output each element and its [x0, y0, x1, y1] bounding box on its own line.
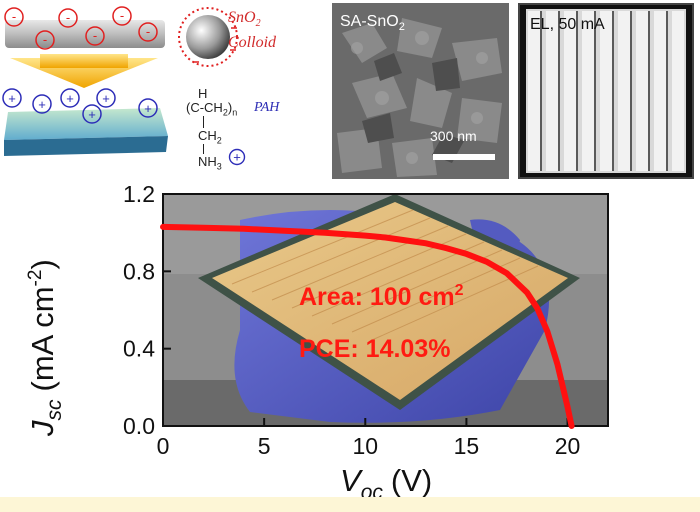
pce-annotation: PCE: 14.03% [299, 335, 450, 363]
positive-charge-icon: + [228, 148, 246, 166]
plus-sign: + [66, 91, 74, 106]
axis-ticks [162, 193, 569, 427]
sem-label: SA-SnO2 [340, 13, 405, 34]
minus-sign: - [12, 9, 16, 24]
area-annotation: Area: 100 cm2 [299, 282, 464, 311]
x-tick-label: 20 [555, 433, 581, 459]
plus-sign: + [38, 97, 46, 112]
chem-h: H [198, 86, 208, 101]
x-tick-label: 0 [157, 433, 170, 459]
minus-sign: - [120, 8, 124, 23]
sem-texture [332, 3, 509, 179]
svg-text:+: + [233, 150, 241, 165]
x-tick-label: 10 [352, 433, 378, 459]
chem-backbone: (C-CH2)n [186, 100, 238, 118]
y-tick-label: 1.2 [123, 181, 155, 207]
sno2-colloid-sphere [178, 7, 238, 67]
colloid-label: SnO2 Colloid [228, 9, 277, 52]
bottom-strip [0, 497, 700, 512]
x-tick-label: 15 [454, 433, 480, 459]
y-tick-labels: 0.0 0.4 0.8 1.2 [123, 181, 155, 439]
x-tick-label: 5 [258, 433, 271, 459]
minus-sign: - [66, 10, 70, 25]
plus-sign: + [102, 91, 110, 106]
plus-sign: + [88, 107, 96, 122]
chem-nh3: NH3 [198, 154, 222, 172]
plus-sign: + [8, 91, 16, 106]
x-tick-labels: 0 5 10 15 20 [157, 433, 581, 459]
minus-sign: - [43, 32, 47, 47]
y-axis-label: Jsc(mA cm-2) [25, 259, 66, 437]
sem-image: SA-SnO2 300 nm [332, 3, 509, 179]
negative-plate: - - - - - - [4, 6, 165, 50]
pah-label: PAH [254, 100, 280, 115]
el-image: EL, 50 mA [518, 3, 694, 179]
positive-substrate: + + + + + + [2, 88, 168, 156]
minus-sign: - [146, 24, 150, 39]
el-label: EL, 50 mA [530, 16, 605, 33]
sem-scale-label: 300 nm [430, 128, 477, 144]
chem-ch2: CH2 [198, 128, 222, 146]
plus-sign: + [144, 101, 152, 116]
jv-curve-series [160, 223, 575, 429]
device-photo [163, 194, 608, 426]
device-schematic: - - - - - - + + + + + + [2, 6, 238, 156]
minus-sign: - [93, 28, 97, 43]
sem-scale-bar [433, 154, 495, 160]
y-tick-label: 0.0 [123, 413, 155, 439]
y-tick-label: 0.8 [123, 258, 155, 284]
el-texture [526, 9, 686, 173]
y-tick-label: 0.4 [123, 336, 155, 362]
jv-chart: 0 5 10 15 20 0.0 0.4 0.8 1.2 Area: 100 cm2 PCE:… [25, 181, 609, 504]
plot-frame [162, 193, 609, 427]
